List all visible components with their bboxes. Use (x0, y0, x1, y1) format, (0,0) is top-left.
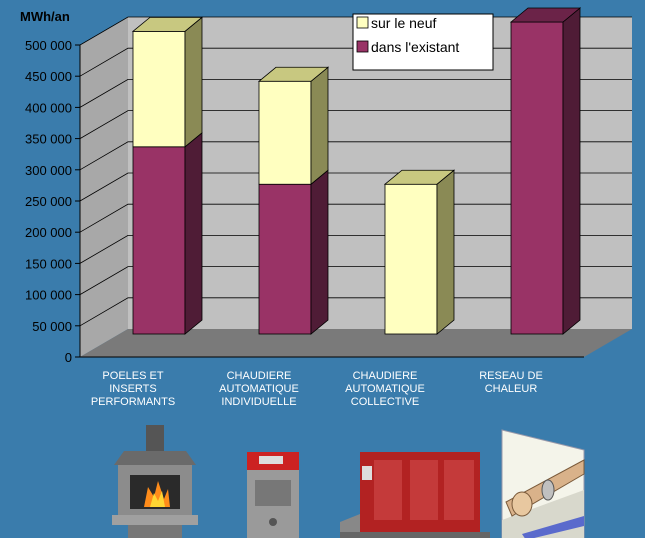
bar-side (184, 131, 203, 335)
y-tick-label: 200 000 (25, 225, 72, 240)
bar-segment (383, 169, 456, 335)
bar-front (132, 30, 186, 148)
bar-front (258, 80, 312, 185)
bar-segment (132, 131, 203, 335)
bar-front (258, 183, 312, 335)
bar-side (310, 169, 329, 335)
bar-front (132, 146, 186, 335)
collective-boiler-icon (340, 452, 490, 538)
bar-side (184, 16, 203, 148)
legend: sur le neuf dans l'existant (352, 13, 494, 71)
bars-group (131, 7, 582, 335)
gridline (79, 203, 632, 233)
gridline (79, 141, 632, 171)
y-tick-label: 150 000 (25, 256, 72, 271)
bar-top (509, 7, 582, 23)
gridline (79, 79, 632, 108)
y-axis: 0 50 000 100 000 150 000 200 000 250 000 300 0… (25, 38, 584, 365)
bar-segment (258, 169, 329, 335)
gridline (79, 172, 632, 202)
bar-front (510, 21, 564, 335)
y-tick-label: 300 000 (25, 163, 72, 178)
category-label: CHAUDIERE AUTOMATIQUE COLLECTIVE (345, 370, 425, 408)
bar-side (310, 66, 329, 186)
category-label: POELES ET INSERTS PERFORMANTS (91, 370, 175, 408)
y-tick-label: 400 000 (25, 100, 72, 115)
gridline (79, 110, 632, 139)
bar-top (257, 66, 330, 82)
bar-segment (131, 16, 204, 148)
legend-swatch (356, 40, 369, 53)
y-tick-label: 0 (65, 350, 72, 365)
y-tick-label: 450 000 (25, 69, 72, 84)
y-tick-label: 500 000 (25, 38, 72, 53)
gridline (79, 266, 632, 295)
bar-segment (509, 7, 582, 335)
y-tick-label: 350 000 (25, 132, 72, 147)
heat-network-pipe-icon (501, 429, 585, 538)
legend-label: dans l'existant (371, 39, 459, 55)
y-tick-label: 50 000 (32, 319, 72, 334)
individual-boiler-icon (247, 452, 299, 538)
gridline (79, 234, 632, 264)
y-tick-label: 250 000 (25, 194, 72, 209)
bar-top (383, 169, 456, 185)
bar-segment (257, 66, 330, 186)
bar-front (384, 183, 438, 335)
legend-box (352, 13, 494, 71)
bar-side (562, 7, 581, 335)
floor (80, 329, 632, 357)
y-tick-label: 100 000 (25, 288, 72, 303)
legend-label: sur le neuf (371, 15, 436, 31)
bar-top (131, 16, 204, 32)
category-label: CHAUDIERE AUTOMATIQUE INDIVIDUELLE (219, 370, 299, 408)
category-labels: POELES ET INSERTS PERFORMANTS CHAUDIERE AUTO… (91, 370, 543, 408)
bar-side (436, 169, 455, 335)
legend-swatch (356, 16, 369, 29)
category-label: RESEAU DE CHALEUR (479, 370, 543, 395)
y-axis-unit-label: MWh/an (20, 9, 70, 24)
gridline (79, 297, 632, 327)
fireplace-stove-icon (112, 425, 198, 538)
